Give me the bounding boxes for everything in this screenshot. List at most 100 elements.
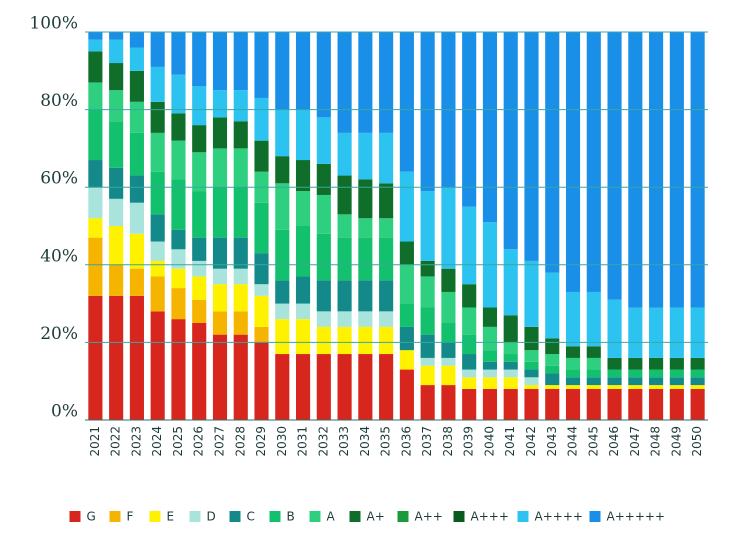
- bar-segment: [171, 113, 186, 141]
- bar-segment: [358, 218, 373, 238]
- bar-segment: [379, 32, 394, 133]
- bar-segment: [88, 160, 103, 188]
- bar-segment: [129, 202, 144, 234]
- bar-segment: [379, 326, 394, 355]
- bar-segment: [524, 350, 539, 362]
- bar-segment: [171, 268, 186, 289]
- x-tick-label: 2024: [150, 426, 164, 457]
- bar-segment: [420, 260, 435, 277]
- bar-segment: [358, 179, 373, 219]
- bar-segment: [295, 354, 311, 420]
- bar-segment: [524, 369, 539, 378]
- x-tick-label: 2035: [379, 426, 393, 457]
- bar-segment: [129, 70, 144, 102]
- x-tick-label: 2039: [462, 426, 476, 457]
- bar-segment: [565, 291, 581, 347]
- bar-segment: [524, 361, 539, 370]
- bar-segment: [462, 206, 477, 285]
- bar-segment: [503, 342, 518, 355]
- x-tick-label: 2025: [171, 426, 185, 457]
- bar-segment: [295, 109, 311, 161]
- bar-segment: [192, 323, 207, 420]
- bar-segment: [316, 311, 331, 327]
- bar-segment: [545, 338, 560, 355]
- bar-segment: [565, 346, 581, 358]
- bar-segment: [275, 303, 290, 320]
- bar-segment: [565, 385, 581, 389]
- bar-segment: [337, 32, 352, 133]
- bar-segment: [358, 280, 373, 312]
- bar-segment: [233, 268, 248, 285]
- bar-segment: [254, 326, 269, 343]
- bar-segment: [316, 354, 331, 420]
- bar-segment: [171, 74, 186, 114]
- bar-segment: [524, 385, 539, 389]
- bar-segment: [109, 63, 124, 91]
- bar-segment: [109, 90, 124, 122]
- bar-segment: [524, 388, 539, 420]
- bar-segment: [420, 385, 435, 420]
- bar-segment: [441, 268, 456, 292]
- legend-swatch: [589, 511, 601, 522]
- bar-segment: [192, 152, 207, 192]
- bar-segment: [129, 132, 144, 176]
- bar-segment: [275, 319, 290, 355]
- bar-segment: [275, 183, 290, 230]
- bar-segment: [295, 160, 311, 192]
- bar-segment: [503, 388, 518, 420]
- bar-segment: [88, 218, 103, 238]
- bar-segment: [212, 268, 228, 285]
- bar-segment: [88, 109, 103, 161]
- bar-segment: [192, 191, 207, 238]
- bar-segment: [254, 202, 269, 254]
- bar-segment: [316, 326, 331, 355]
- bar-segment: [129, 268, 144, 296]
- bar-segment: [295, 303, 311, 320]
- x-tick-label: 2023: [129, 426, 143, 457]
- bar-segment: [690, 32, 705, 308]
- bar-segment: [545, 373, 560, 386]
- legend-swatch: [109, 511, 121, 522]
- bar-segment: [212, 334, 228, 420]
- bar-segment: [358, 311, 373, 327]
- bar-segment: [150, 32, 165, 67]
- bar-segment: [109, 226, 124, 265]
- bar-segment: [441, 357, 456, 366]
- x-tick-label: 2037: [420, 426, 434, 457]
- bar-segment: [586, 385, 601, 389]
- bar-segment: [524, 377, 539, 386]
- bar-segment: [441, 342, 456, 358]
- bar-segment: [503, 249, 518, 316]
- bar-segment: [379, 218, 394, 238]
- bar-segment: [254, 342, 269, 420]
- bar-segment: [628, 32, 643, 308]
- bar-segment: [192, 125, 207, 153]
- bar-segment: [565, 377, 581, 386]
- bar-segment: [337, 354, 352, 420]
- bar-segment: [669, 385, 684, 389]
- bar-segment: [129, 175, 144, 203]
- bar-segment: [192, 260, 207, 277]
- bar-segment: [586, 388, 601, 420]
- bar-segment: [462, 369, 477, 378]
- bar-segment: [420, 334, 435, 358]
- legend-label: A+: [367, 510, 385, 524]
- x-tick-label: 2038: [441, 426, 455, 457]
- bar-segment: [337, 311, 352, 327]
- bar-segment: [88, 82, 103, 110]
- bar-segment: [607, 357, 622, 370]
- bar-segment: [503, 315, 518, 343]
- x-tick-label: 2033: [337, 426, 351, 457]
- bar-segment: [565, 369, 581, 378]
- bar-segment: [586, 346, 601, 358]
- bar-segment: [482, 307, 498, 327]
- legend-swatch: [517, 511, 529, 522]
- bar-segment: [545, 272, 560, 339]
- bar-segment: [316, 163, 331, 195]
- bar-segment: [150, 241, 165, 261]
- bar-segment: [254, 32, 269, 98]
- legend-label: A++: [415, 510, 443, 524]
- bar-segment: [399, 326, 414, 351]
- bar-segment: [503, 32, 518, 250]
